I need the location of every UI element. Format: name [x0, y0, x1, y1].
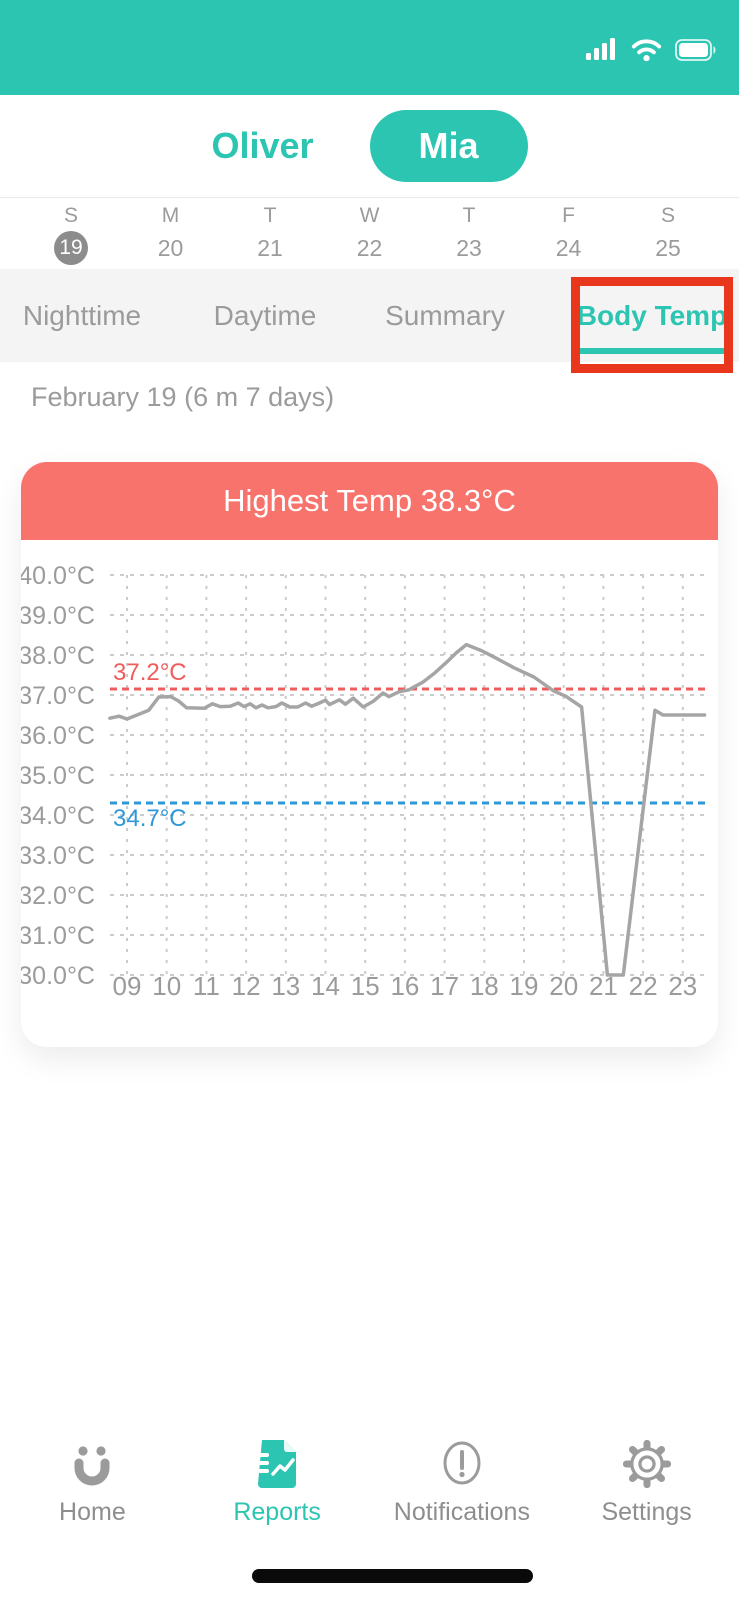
y-tick-label: 37.0°C: [21, 682, 95, 710]
day-date: 23: [456, 234, 482, 261]
report-date-label: February 19 (6 m 7 days): [31, 382, 335, 412]
x-tick-label: 17: [430, 971, 459, 1001]
day-of-week-label: S: [660, 204, 675, 227]
calendar-day-24[interactable]: F 24: [520, 204, 618, 269]
threshold-label: 37.2°C: [113, 659, 187, 686]
x-tick-label: 22: [629, 971, 658, 1001]
nav-label: Home: [59, 1498, 126, 1526]
y-tick-label: 38.0°C: [21, 642, 95, 670]
calendar-week-strip: S 19 M 20 T 21 W 22 T 23 F 24 S 25: [0, 197, 739, 269]
settings-icon: [622, 1438, 671, 1490]
profile-option-mia[interactable]: Mia: [369, 110, 528, 182]
tab-daytime[interactable]: Daytime: [213, 299, 317, 331]
home-logo-icon: [70, 1438, 114, 1490]
y-tick-label: 33.0°C: [21, 842, 95, 870]
tab-body-temp[interactable]: Body Temp: [576, 299, 728, 331]
y-tick-label: 32.0°C: [21, 882, 95, 910]
body-temp-chart-card: Highest Temp 38.3°C 40.0°C 39.0°C 38.0°C 37…: [21, 462, 718, 1047]
notifications-icon: [439, 1438, 485, 1490]
wifi-icon: [631, 39, 662, 62]
x-tick-label: 10: [152, 971, 181, 1001]
day-date: 21: [257, 234, 283, 261]
y-tick-label: 34.0°C: [21, 802, 95, 830]
calendar-day-20[interactable]: M 20: [122, 204, 220, 269]
temp-chart: 40.0°C 39.0°C 38.0°C 37.0°C 36.0°C 35.0°C 34.0…: [21, 562, 710, 1001]
profile-switcher: Oliver Mia: [0, 95, 739, 197]
nav-item-home[interactable]: Home: [0, 1400, 185, 1535]
cellular-signal-icon: [586, 38, 615, 60]
day-date: 20: [157, 234, 184, 261]
active-tab-underline: [580, 348, 724, 354]
home-indicator[interactable]: [252, 1569, 533, 1583]
x-tick-label: 23: [668, 971, 697, 1001]
threshold-label: 34.7°C: [113, 805, 187, 832]
nav-label: Notifications: [393, 1498, 530, 1526]
highest-temp-banner: Highest Temp 38.3°C: [21, 462, 718, 540]
day-of-week-label: S: [63, 204, 78, 227]
calendar-day-25[interactable]: S 25: [619, 204, 717, 269]
y-tick-label: 30.0°C: [21, 962, 95, 990]
y-tick-label: 40.0°C: [21, 562, 95, 590]
tab-summary[interactable]: Summary: [385, 299, 505, 331]
battery-icon: [675, 39, 716, 61]
day-date: 24: [555, 234, 582, 261]
calendar-day-19[interactable]: S 19: [22, 204, 120, 269]
calendar-day-22[interactable]: W 22: [321, 204, 419, 269]
nav-label: Reports: [233, 1498, 321, 1526]
profile-option-oliver[interactable]: Oliver: [211, 125, 314, 166]
x-tick-label: 09: [113, 971, 142, 1001]
nav-item-reports[interactable]: Reports: [185, 1400, 370, 1535]
report-tab-bar: Nighttime Daytime Summary Body Temp: [0, 269, 739, 362]
status-bar: [0, 0, 739, 95]
day-date: 25: [655, 234, 681, 261]
x-tick-label: 11: [193, 971, 220, 1001]
nav-item-notifications[interactable]: Notifications: [370, 1400, 555, 1535]
x-tick-label: 14: [311, 971, 340, 1001]
day-of-week-label: T: [462, 204, 476, 227]
x-tick-label: 13: [271, 971, 300, 1001]
day-of-week-label: M: [161, 204, 180, 227]
x-tick-label: 15: [351, 971, 380, 1001]
day-of-week-label: F: [562, 204, 575, 227]
y-tick-label: 31.0°C: [21, 922, 95, 950]
x-tick-label: 12: [232, 971, 261, 1001]
nav-item-settings[interactable]: Settings: [554, 1400, 739, 1535]
calendar-day-23[interactable]: T 23: [420, 204, 518, 269]
x-tick-label: 19: [510, 971, 539, 1001]
y-tick-label: 39.0°C: [21, 602, 95, 630]
y-tick-label: 35.0°C: [21, 762, 95, 790]
bottom-nav: Home Reports: [0, 1400, 739, 1535]
temperature-line: [108, 642, 707, 977]
status-icons: [586, 38, 717, 62]
day-of-week-label: W: [359, 204, 380, 227]
y-tick-label: 36.0°C: [21, 722, 95, 750]
day-date-selected: 19: [54, 231, 88, 265]
x-tick-label: 16: [390, 971, 419, 1001]
x-tick-label: 18: [470, 971, 499, 1001]
calendar-day-21[interactable]: T 21: [221, 204, 319, 269]
tab-nighttime[interactable]: Nighttime: [22, 299, 142, 331]
reports-icon: [254, 1438, 300, 1490]
x-tick-label: 20: [549, 971, 578, 1001]
day-date: 22: [356, 234, 383, 261]
nav-label: Settings: [601, 1498, 692, 1526]
day-of-week-label: T: [263, 204, 277, 227]
